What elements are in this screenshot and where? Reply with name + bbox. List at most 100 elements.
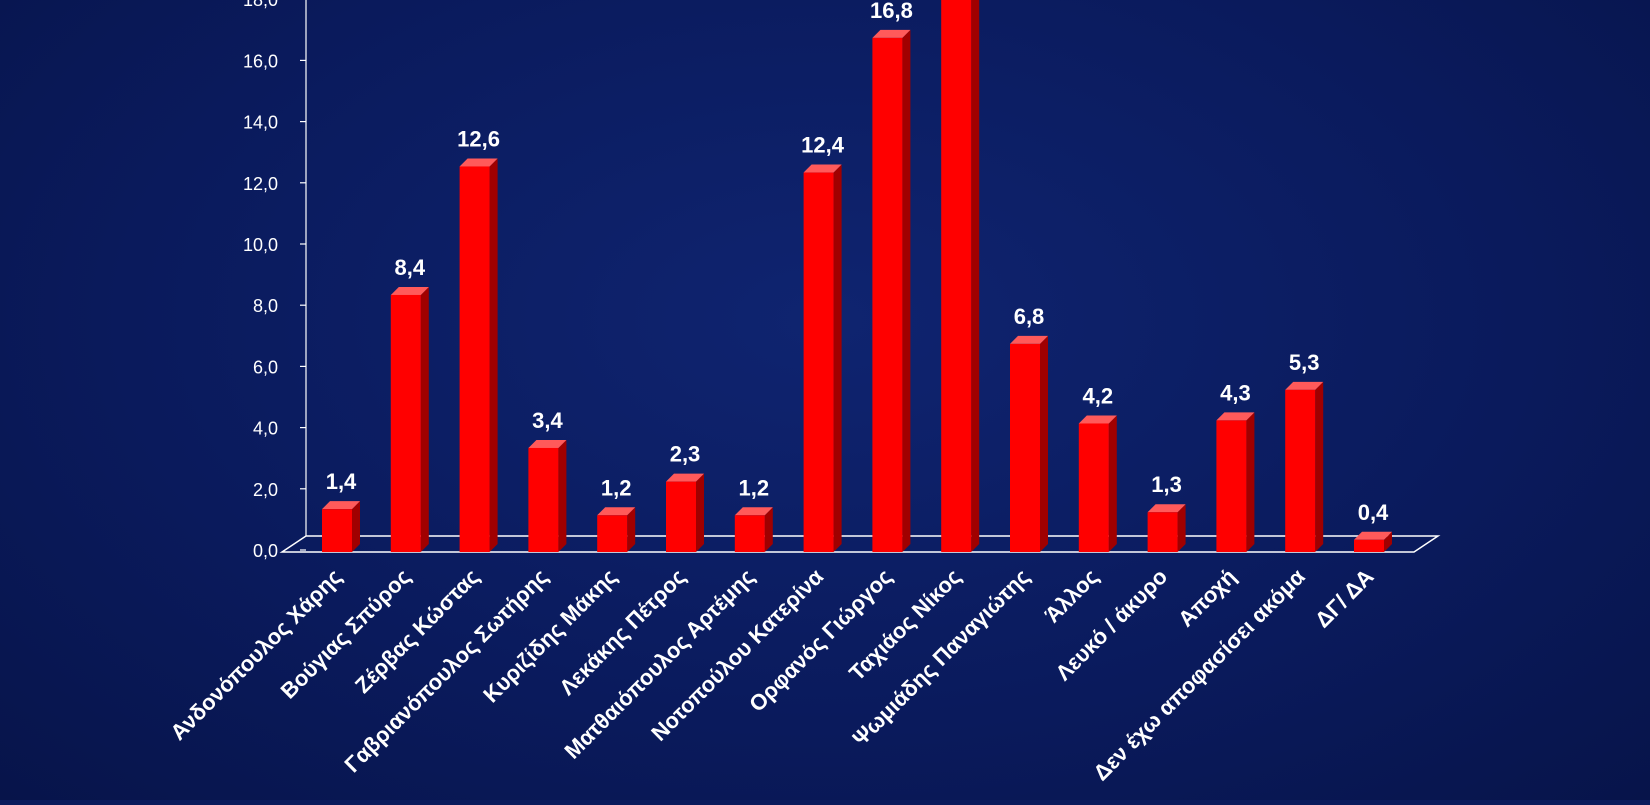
chart-floor	[279, 535, 1441, 553]
data-label: 1,4	[326, 469, 357, 494]
bar	[1147, 504, 1186, 552]
x-tick-label: Βούγιας Σπύρος	[276, 564, 416, 704]
bar-side	[420, 286, 429, 552]
bar-top	[459, 158, 498, 167]
data-label: 8,4	[395, 255, 426, 280]
bar	[322, 501, 360, 552]
bar	[1078, 415, 1117, 552]
bar-front	[459, 166, 490, 552]
bars-layer	[322, 0, 1392, 553]
bar-front	[1216, 420, 1247, 552]
bar-side	[1177, 504, 1186, 552]
y-tick-label: 16,0	[243, 51, 278, 71]
x-tick-label: Λεκάκης Πέτρος	[554, 564, 690, 700]
bar-top	[390, 286, 429, 295]
bar-top	[872, 29, 911, 38]
bar-front	[872, 37, 903, 553]
bar-side	[833, 164, 842, 552]
bar-front	[666, 481, 696, 552]
bar-top	[597, 507, 636, 516]
x-tick-label: Αποχή	[1173, 564, 1241, 632]
bar-front	[803, 172, 834, 552]
bar-front	[941, 0, 972, 553]
data-label: 1,2	[601, 475, 632, 500]
bar-top	[666, 473, 704, 482]
bar-top	[1354, 531, 1392, 540]
data-label: 0,4	[1358, 500, 1389, 525]
bar-side	[1315, 381, 1324, 552]
x-tick-label: ΔΓ/ ΔΑ	[1310, 564, 1379, 633]
y-tick-label: 14,0	[243, 113, 278, 133]
bar-side	[1246, 412, 1255, 552]
data-label: 12,4	[801, 133, 845, 158]
bar	[803, 164, 842, 552]
data-label: 2,3	[670, 442, 701, 467]
bar-top	[1216, 412, 1255, 421]
bar-top	[1010, 335, 1048, 344]
bar-front	[1078, 423, 1109, 552]
bar-side	[764, 507, 773, 552]
bar-front	[390, 294, 421, 552]
bar	[1216, 412, 1255, 552]
bar	[1354, 531, 1392, 552]
data-label: 3,4	[532, 408, 563, 433]
bar	[459, 158, 498, 552]
y-tick-label: 2,0	[253, 480, 278, 500]
bar-front	[1354, 539, 1384, 552]
bar-top	[803, 164, 842, 173]
data-label: 1,2	[739, 475, 770, 500]
bar-side	[1384, 531, 1392, 552]
bar	[1285, 381, 1324, 552]
bar-top	[1285, 381, 1324, 390]
y-tick-label: 18,0	[243, 0, 278, 10]
data-label: 4,2	[1083, 383, 1114, 408]
bar-front	[1285, 389, 1316, 552]
bar-side	[558, 439, 567, 552]
bar	[1010, 335, 1048, 552]
bar-side	[352, 501, 360, 552]
bar-top	[322, 501, 360, 510]
data-label: 12,6	[457, 126, 500, 151]
data-label: 6,8	[1014, 304, 1045, 329]
data-label: 1,3	[1151, 472, 1182, 497]
bar	[941, 0, 980, 553]
bar-front	[597, 515, 628, 552]
bar-front	[734, 515, 765, 552]
bar	[597, 507, 636, 552]
bar-side	[696, 473, 704, 552]
bar-top	[1078, 415, 1117, 424]
bar-side	[971, 0, 980, 552]
bar-side	[902, 29, 911, 553]
x-tick-label: Ζέρβας Κώστας	[350, 564, 484, 698]
bar-front	[528, 447, 559, 552]
y-tick-label: 4,0	[253, 419, 278, 439]
bar-top	[528, 439, 567, 448]
data-label: 5,3	[1289, 350, 1320, 375]
bar-front	[1147, 512, 1178, 552]
bar-front	[322, 509, 352, 552]
bar-side	[489, 158, 498, 552]
bar	[528, 439, 567, 552]
x-tick-label: Άλλος	[1040, 564, 1104, 628]
bar-side	[1040, 335, 1048, 552]
bar	[734, 507, 773, 552]
y-tick-label: 10,0	[243, 235, 278, 255]
bar-front	[1010, 343, 1040, 552]
y-tick-label: 12,0	[243, 174, 278, 194]
y-tick-label: 8,0	[253, 296, 278, 316]
bar	[666, 473, 704, 552]
bar-top	[1147, 504, 1186, 513]
data-label: 16,8	[870, 0, 913, 23]
axis-layer: 0,0 2,0 4,0 6,0 8,0 10,0 12,0 14,0 16,0 18,0	[243, 0, 1441, 561]
bar	[872, 29, 911, 553]
bar-side	[1108, 415, 1117, 552]
bar-side	[627, 507, 636, 552]
y-tick-label: 6,0	[253, 357, 278, 377]
bar	[390, 286, 429, 552]
y-tick-label: 0,0	[253, 541, 278, 561]
data-label: 4,3	[1220, 380, 1251, 405]
bar-top	[734, 507, 773, 516]
